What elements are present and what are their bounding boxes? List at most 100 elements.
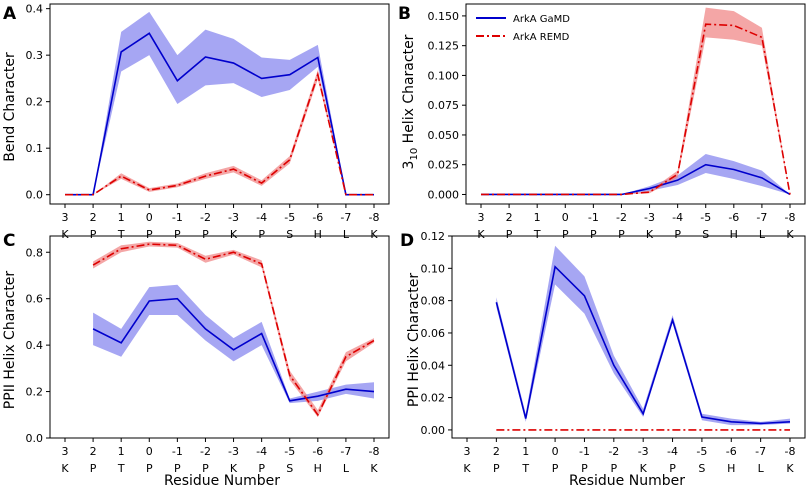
band-gamd (65, 11, 374, 195)
x-tick-label: 2 (493, 445, 500, 458)
x-tick-label: 1 (522, 445, 529, 458)
x-residue-label: L (343, 462, 350, 475)
band-remd (65, 70, 374, 195)
line-gamd (65, 32, 374, 196)
x-residue-label: K (463, 462, 471, 475)
x-residue-label: S (698, 462, 705, 475)
y-tick-label: 0.06 (421, 327, 446, 340)
x-residue-label: K (61, 462, 69, 475)
x-tick-label: -4 (256, 211, 267, 224)
y-axis-label-main: 3 (401, 161, 417, 170)
band-gamd (481, 154, 790, 195)
y-tick-label: 0.000 (428, 188, 460, 201)
plot-area: 0.00 0.02 0.04 0.06 0.08 0.10 0.12 3 K 2 P 1 T 0 P -1 P -… (421, 230, 806, 475)
x-residue-label: P (581, 462, 588, 475)
x-residue-label: P (674, 228, 681, 241)
x-tick-label: -4 (256, 445, 267, 458)
axes-frame (49, 3, 390, 205)
x-residue-label: P (90, 228, 97, 241)
x-residue-label: T (521, 462, 529, 475)
x-residue-label: P (610, 462, 617, 475)
panel-label: C (3, 231, 15, 251)
x-residue-label: L (759, 228, 766, 241)
line-gamd (495, 265, 791, 425)
x-tick-label: -1 (172, 211, 183, 224)
x-tick-label: -7 (756, 211, 767, 224)
x-tick-label: -3 (638, 445, 649, 458)
y-tick-label: 0.3 (26, 49, 44, 62)
x-residue-label: T (117, 462, 125, 475)
x-tick-label: 1 (534, 211, 541, 224)
x-residue-label: H (727, 462, 735, 475)
x-tick-label: -7 (755, 445, 766, 458)
x-residue-label: P (202, 228, 209, 241)
x-residue-label: P (618, 228, 625, 241)
x-tick-label: 1 (118, 445, 125, 458)
x-tick-label: 3 (62, 445, 69, 458)
x-tick-label: -2 (200, 445, 211, 458)
x-tick-label: -2 (616, 211, 627, 224)
x-tick-label: -8 (369, 445, 380, 458)
x-tick-label: -3 (644, 211, 655, 224)
panel-label: D (400, 231, 414, 251)
x-tick-label: 1 (118, 211, 125, 224)
x-tick-label: -6 (726, 445, 737, 458)
panel-d: D PPI Helix Character 0.000.020.040.060.… (400, 230, 806, 489)
y-axis-label-subscript: 10 (409, 148, 420, 161)
x-tick-label: -2 (608, 445, 619, 458)
x-residue-label: S (702, 228, 709, 241)
legend-label-remd: ArkA REMD (513, 32, 570, 43)
line-remd (92, 243, 375, 417)
y-tick-label: 0.100 (428, 69, 460, 82)
band-gamd (496, 245, 790, 426)
x-axis-label: Residue Number (164, 473, 280, 489)
x-residue-label: H (314, 228, 322, 241)
y-tick-label: 0.075 (428, 99, 460, 112)
y-axis-label: PPII Helix Character (2, 271, 18, 410)
x-residue-label: T (533, 228, 541, 241)
x-residue-label: P (174, 228, 181, 241)
x-residue-label: P (90, 462, 97, 475)
x-tick-label: -8 (785, 445, 796, 458)
x-residue-label: P (506, 228, 513, 241)
x-residue-label: P (493, 462, 500, 475)
x-residue-label: S (286, 462, 293, 475)
x-tick-label: -7 (340, 445, 351, 458)
y-axis-label: 310 Helix Character (401, 34, 420, 169)
y-tick-label: 0.1 (26, 142, 44, 155)
x-tick-label: -8 (369, 211, 380, 224)
y-tick-label: 0.6 (26, 293, 44, 306)
panel-c: C PPII Helix Character 0.0 0.2 0.4 0.6 0.8 3 K… (2, 231, 390, 489)
x-residue-label: K (61, 228, 69, 241)
x-residue-label: K (370, 228, 378, 241)
axes-frame (49, 235, 390, 439)
x-tick-label: -1 (172, 445, 183, 458)
x-tick-label: -6 (312, 445, 323, 458)
x-residue-label: S (286, 228, 293, 241)
y-tick-label: 0.4 (26, 339, 44, 352)
x-residue-label: K (786, 228, 794, 241)
x-tick-label: 2 (506, 211, 513, 224)
x-tick-label: -3 (228, 445, 239, 458)
x-residue-label: P (258, 228, 265, 241)
x-tick-label: -5 (284, 211, 295, 224)
x-tick-label: 2 (90, 211, 97, 224)
plot-area: 0.0 0.2 0.4 0.6 0.8 3 K 2 P 1 T 0 P -1 P -2 P -3 K -4 P -5 S -6… (26, 235, 390, 475)
line-remd (65, 71, 374, 196)
x-residue-label: K (370, 462, 378, 475)
plot-area: 0.000 0.025 0.050 0.075 0.100 0.125 0.150 3 K 2 P 1… (428, 3, 806, 241)
legend-label-gamd: ArkA GaMD (513, 14, 570, 25)
y-tick-label: 0.150 (428, 10, 460, 23)
axes-frame (451, 235, 806, 439)
y-tick-label: 0.10 (421, 262, 446, 275)
y-axis-label: PPI Helix Character (406, 273, 422, 407)
panel-label: A (3, 4, 17, 24)
y-tick-label: 0.025 (428, 159, 460, 172)
x-tick-label: 3 (478, 211, 485, 224)
x-residue-label: L (343, 228, 350, 241)
y-tick-label: 0.0 (26, 432, 44, 445)
y-tick-label: 0.2 (26, 386, 44, 399)
y-tick-label: 0.00 (421, 424, 446, 437)
panel-b: B 310 Helix Character 0.0000.0250.0500.0… (398, 3, 806, 241)
x-residue-label: P (552, 462, 559, 475)
